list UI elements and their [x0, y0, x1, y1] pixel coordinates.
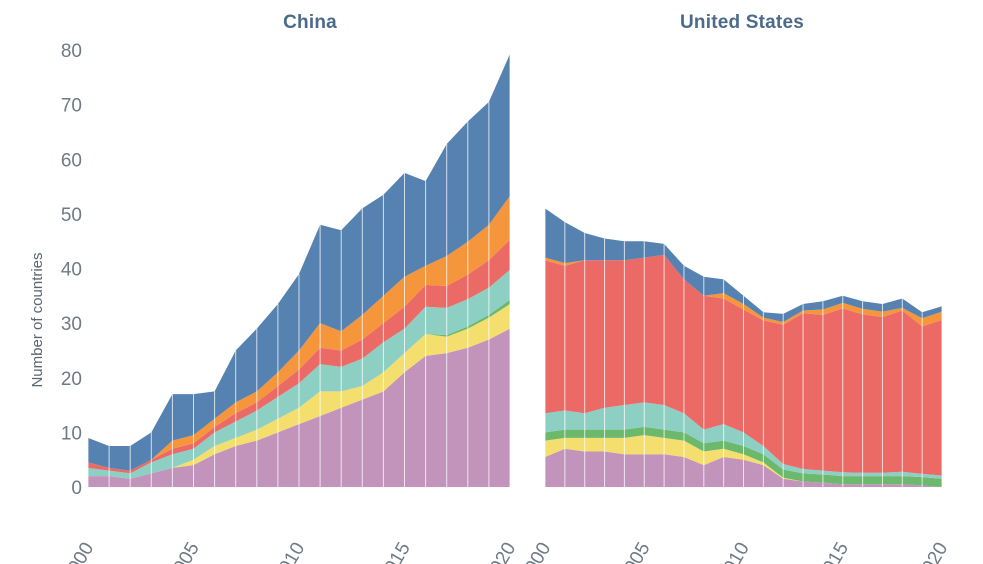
y-tick-label: 20 — [61, 369, 82, 390]
y-axis-tick-labels: 0 10 20 30 40 50 60 70 80 — [61, 41, 82, 499]
y-tick-label: 40 — [61, 260, 82, 281]
united-states-gridlines — [544, 208, 943, 487]
y-tick-label: 50 — [61, 205, 82, 226]
panel-title-united-states: United States — [680, 12, 804, 33]
y-tick-label: 0 — [71, 478, 82, 499]
y-tick-label: 30 — [61, 314, 82, 335]
y-tick-label: 60 — [61, 150, 82, 171]
y-tick-label: 70 — [61, 96, 82, 117]
china-gridlines — [87, 53, 511, 487]
y-tick-label: 10 — [61, 423, 82, 444]
y-axis-title: Number of countries — [29, 252, 46, 387]
y-tick-label: 80 — [61, 41, 82, 62]
panel-title-china: China — [283, 12, 337, 33]
